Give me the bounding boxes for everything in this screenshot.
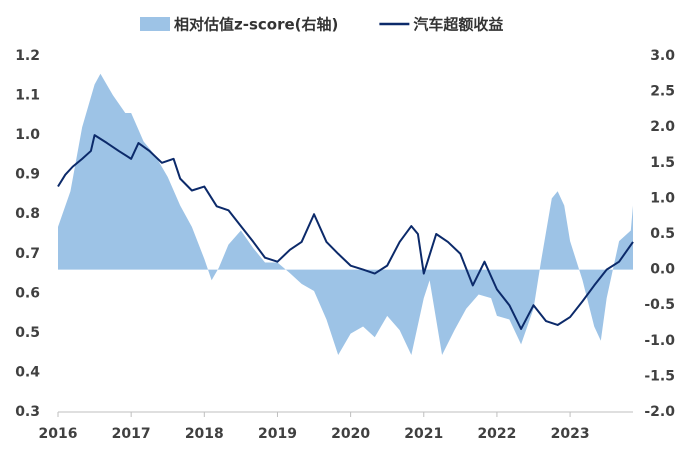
y2-tick-label: -2.0: [644, 404, 675, 420]
x-tick-label: 2022: [477, 426, 516, 442]
y2-tick-label: -1.5: [644, 368, 675, 384]
y2-tick-label: -0.5: [644, 297, 675, 313]
area: [58, 73, 633, 356]
y2-tick-label: 2.5: [650, 84, 675, 100]
y-tick-label: 0.6: [15, 285, 40, 301]
legend-label: 汽车超额收益: [413, 16, 503, 34]
y2-tick-label: 0.0: [650, 262, 675, 278]
x-tick-label: 2021: [404, 426, 443, 442]
x-tick-label: 2017: [112, 426, 151, 442]
y-tick-label: 0.4: [15, 364, 40, 380]
y-tick-label: 0.5: [15, 325, 40, 341]
y-tick-label: 0.8: [15, 206, 40, 222]
y-tick-label: 1.0: [15, 127, 40, 143]
y2-tick-label: 2.0: [650, 119, 675, 135]
legend-swatch: [140, 17, 170, 31]
x-tick-label: 2020: [331, 426, 370, 442]
legend: 相对估值z-score(右轴) 汽车超额收益: [140, 16, 503, 34]
x-tick-label: 2018: [185, 426, 224, 442]
x-tick-label: 2023: [551, 426, 590, 442]
x-tick-label: 2016: [39, 426, 78, 442]
legend-label: 相对估值z-score(右轴): [174, 16, 338, 34]
y2-tick-label: 1.5: [650, 155, 675, 171]
y-tick-label: 0.9: [15, 167, 40, 183]
y-tick-label: 1.2: [15, 48, 40, 64]
y-tick-label: 0.3: [15, 404, 40, 420]
y2-tick-label: 1.0: [650, 190, 675, 206]
line: [57, 134, 634, 330]
y2-tick-label: 3.0: [650, 48, 675, 64]
y-tick-label: 0.7: [15, 246, 40, 262]
x-tick-label: 2019: [258, 426, 297, 442]
y2-tick-label: 0.5: [650, 226, 675, 242]
y-tick-label: 1.1: [15, 88, 40, 104]
y2-tick-label: -1.0: [644, 333, 675, 349]
